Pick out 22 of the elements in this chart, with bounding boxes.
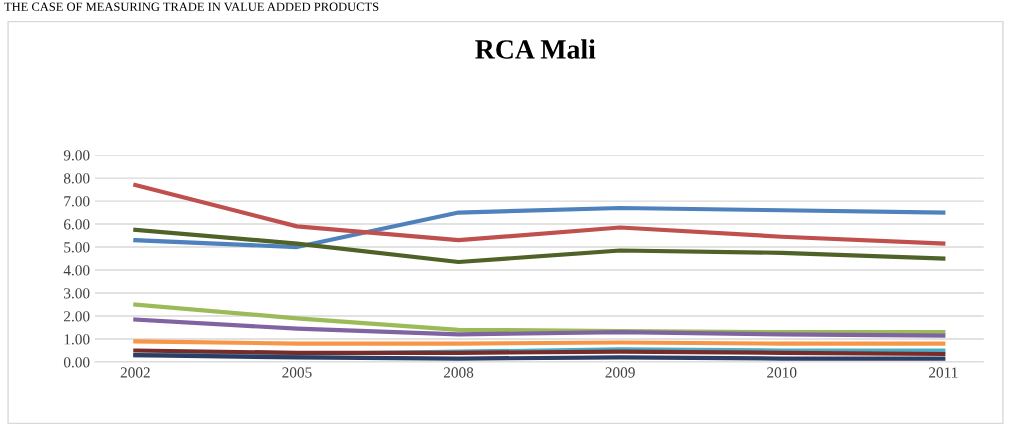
y-tick-label: 4.00	[63, 265, 90, 276]
line-series	[133, 182, 946, 246]
x-tick-label: 2011	[929, 367, 958, 378]
x-tick-label: 2005	[282, 367, 312, 378]
y-tick-label: 3.00	[64, 288, 90, 299]
line-series	[133, 205, 946, 250]
line-series	[133, 227, 946, 265]
y-tick-label: 0.00	[63, 357, 90, 368]
x-tick-label: 2010	[767, 367, 797, 378]
y-tick-label: 8.00	[63, 173, 90, 184]
y-tick-label: 6.00	[64, 219, 90, 230]
x-tick-label: 2008	[443, 367, 474, 378]
line-series	[133, 317, 946, 338]
y-tick-label: 5.00	[64, 242, 90, 253]
y-tick-label: 2.00	[64, 311, 90, 322]
chart-title: RCA Mali	[475, 39, 596, 59]
y-tick-label: 1.00	[64, 334, 90, 345]
x-tick-label: 2009	[605, 367, 635, 378]
y-tick-label: 7.00	[64, 196, 90, 207]
x-tick-label: 2002	[120, 367, 150, 378]
y-tick-label: 9.00	[63, 150, 90, 161]
text: THE CASE OF MEASURING TRADE IN VALUE ADDED PRODUCTS	[4, 2, 379, 12]
